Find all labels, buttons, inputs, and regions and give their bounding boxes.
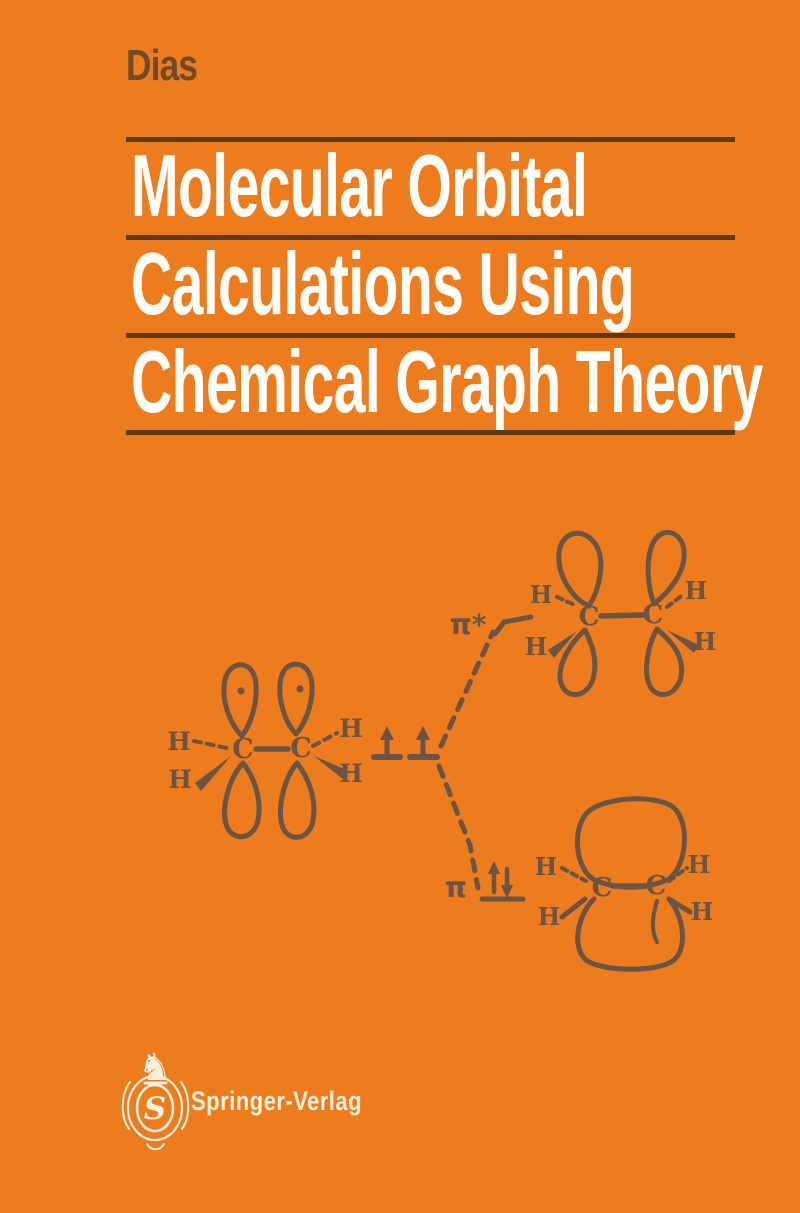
hydrogen-label: H [694, 627, 717, 656]
pi-star-label: π* [450, 608, 487, 641]
logo-flourish-icon [146, 1143, 165, 1151]
energy-levels-center [371, 629, 496, 891]
electron-dot-icon [237, 687, 245, 695]
author-name: Dias [126, 41, 198, 90]
dashed-bond [665, 592, 686, 609]
publisher-name: Springer-Verlag [191, 1086, 363, 1116]
dashed-bond [667, 866, 689, 883]
hydrogen-label: H [688, 850, 711, 879]
carbon-label: C [643, 600, 664, 630]
title-line-2: Calculations Using [131, 234, 635, 333]
orbital-lobe-icon [557, 627, 598, 697]
title-rule [126, 430, 735, 435]
correlation-dash-down [436, 763, 481, 891]
title-rule [126, 137, 735, 142]
orbital-lobe-icon [221, 662, 259, 739]
logo-outer-oval [126, 1074, 184, 1142]
carbon-label: C [232, 734, 254, 765]
arrowhead-icon [380, 726, 394, 740]
bonding-orbital-molecule: C C H H H H [535, 796, 714, 972]
dashed-bond [555, 595, 579, 608]
logo-flourish-icon [180, 1081, 190, 1130]
arrowhead-icon [501, 885, 513, 899]
logo-monogram: S [144, 1091, 166, 1127]
hydrogen-label: H [685, 576, 708, 605]
carbon-carbon-bond [598, 612, 646, 619]
springer-logo: ♞ S [121, 1047, 190, 1151]
energy-level-line [492, 614, 534, 637]
hydrogen-label: H [691, 897, 714, 926]
hydrogen-label: H [530, 580, 553, 609]
arrowhead-icon [416, 726, 430, 740]
hydrogen-label: H [168, 765, 192, 794]
pi-level: π [445, 861, 526, 904]
solid-bond [559, 896, 588, 920]
orbital-lobe-icon [222, 760, 262, 840]
dashed-bond [560, 866, 588, 883]
orbital-lobe-icon [277, 760, 317, 840]
orbital-lobe-icon [645, 530, 687, 607]
reactant-molecule: C C H H H H [167, 661, 363, 840]
antibonding-orbital-molecule: C C H H H H [525, 530, 717, 697]
dashed-bond [192, 739, 229, 750]
title-line-1: Molecular Orbital [131, 136, 588, 235]
orbital-lobe-hatched-icon [556, 530, 604, 609]
hydrogen-label: H [339, 759, 363, 788]
hydrogen-label: H [339, 714, 363, 743]
wedge-bond [314, 756, 349, 780]
wedge-bond [195, 756, 231, 791]
solid-bond [666, 896, 693, 915]
orbital-lobe-icon [277, 661, 315, 737]
correlation-dash-up [438, 629, 496, 749]
logo-inner-oval [135, 1083, 175, 1133]
logo-flourish-icon [121, 1081, 131, 1130]
pi-label: π [445, 871, 467, 904]
arrowhead-icon [488, 861, 500, 874]
hydrogen-label: H [525, 632, 548, 661]
orbital-lobe-icon [575, 896, 685, 972]
orbital-inner-line [650, 899, 659, 944]
wedge-bond [667, 630, 699, 653]
carbon-label: C [579, 602, 600, 632]
carbon-label: C [592, 873, 613, 903]
title-rule [126, 235, 735, 240]
wedge-bond [548, 631, 577, 658]
orbital-lobe-hatched-icon [644, 626, 685, 697]
hydrogen-label: H [538, 902, 561, 931]
title-line-3: Chemical Graph Theory [131, 332, 763, 431]
hydrogen-label: H [167, 727, 191, 756]
title-rule [126, 333, 735, 338]
pi-star-level: π* [450, 608, 534, 641]
carbon-label: C [646, 871, 667, 901]
electron-dot-icon [296, 685, 304, 693]
carbon-label: C [290, 733, 312, 764]
dashed-bond [311, 731, 339, 748]
hydrogen-label: H [535, 852, 558, 881]
